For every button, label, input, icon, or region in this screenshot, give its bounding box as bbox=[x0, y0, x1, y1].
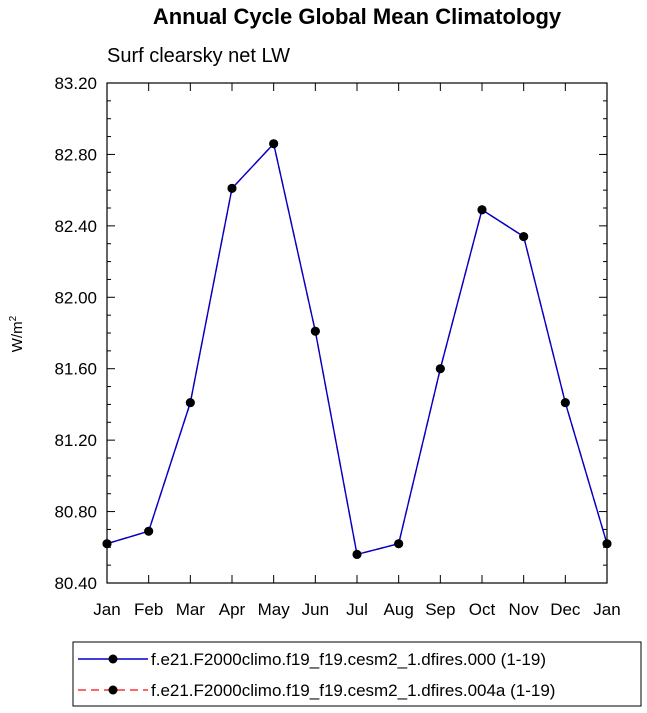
data-point-series-1 bbox=[144, 526, 154, 536]
chart-subtitle: Surf clearsky net LW bbox=[107, 45, 290, 67]
data-point-series-1 bbox=[310, 326, 320, 336]
y-tick-labels: 80.40 80.80 81.20 81.60 82.00 82.40 82.80 83.20 bbox=[54, 74, 97, 593]
x-tick-label: May bbox=[258, 600, 291, 619]
x-tick-label: Oct bbox=[469, 600, 496, 619]
legend-label-1: f.e21.F2000climo.f19_f19.cesm2_1.dfires.… bbox=[151, 681, 555, 700]
x-tick-label: Dec bbox=[550, 600, 581, 619]
y-axis-label-units: W/m bbox=[9, 321, 26, 352]
y-axis-label: W/m2 bbox=[8, 315, 26, 352]
axis-ticks bbox=[106, 82, 608, 584]
y-tick-label: 82.00 bbox=[54, 288, 97, 307]
x-tick-labels: Jan Feb Mar Apr May Jun Jul Aug Sep Oct Nov Dec Jan bbox=[93, 600, 620, 619]
series-layer bbox=[102, 139, 612, 559]
series-line-1 bbox=[106, 142, 608, 556]
data-point-series-1 bbox=[435, 364, 445, 374]
x-tick-label: Jan bbox=[593, 600, 620, 619]
plot-frame bbox=[106, 82, 608, 584]
x-tick-label: Mar bbox=[176, 600, 206, 619]
y-tick-label: 83.20 bbox=[54, 74, 97, 93]
data-point-series-1 bbox=[352, 549, 362, 559]
legend-box bbox=[72, 641, 642, 707]
x-tick-label: Nov bbox=[509, 600, 540, 619]
chart-title: Annual Cycle Global Mean Climatology bbox=[153, 4, 562, 29]
legend-label-0: f.e21.F2000climo.f19_f19.cesm2_1.dfires.… bbox=[151, 650, 546, 669]
y-tick-label: 81.60 bbox=[54, 360, 97, 379]
y-tick-label: 81.20 bbox=[54, 431, 97, 450]
x-tick-label: Jul bbox=[346, 600, 368, 619]
data-point-series-1 bbox=[185, 398, 195, 408]
y-tick-label: 82.80 bbox=[54, 145, 97, 164]
data-point-series-1 bbox=[477, 205, 487, 215]
y-tick-label: 82.40 bbox=[54, 217, 97, 236]
y-tick-label: 80.80 bbox=[54, 503, 97, 522]
data-point-series-1 bbox=[227, 183, 237, 193]
x-tick-label: Sep bbox=[425, 600, 455, 619]
x-tick-label: Apr bbox=[219, 600, 246, 619]
series-line-0 bbox=[106, 142, 608, 556]
y-axis-label-exponent: 2 bbox=[8, 315, 19, 321]
x-tick-label: Aug bbox=[384, 600, 414, 619]
x-tick-label: Jan bbox=[93, 600, 120, 619]
data-point-series-1 bbox=[560, 398, 570, 408]
legend: f.e21.F2000climo.f19_f19.cesm2_1.dfires.… bbox=[72, 641, 642, 707]
data-point-series-1 bbox=[394, 539, 404, 549]
x-tick-label: Jun bbox=[302, 600, 329, 619]
legend-marker-1 bbox=[108, 685, 118, 695]
data-point-series-1 bbox=[519, 232, 529, 242]
data-point-series-1 bbox=[269, 139, 279, 149]
x-tick-label: Feb bbox=[134, 600, 163, 619]
legend-marker-0 bbox=[108, 654, 118, 664]
y-tick-label: 80.40 bbox=[54, 574, 97, 593]
